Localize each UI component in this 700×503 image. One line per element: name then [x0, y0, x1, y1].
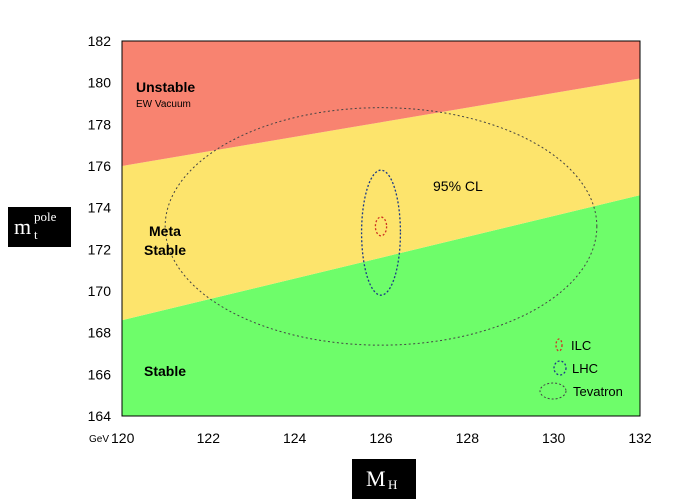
x-tick-label-128: 128 [456, 430, 480, 446]
y-label-sub: t [34, 227, 38, 242]
legend-swatch-lhc [553, 360, 567, 376]
ellipses [164, 107, 598, 346]
legend-label-lhc: LHC [572, 361, 598, 376]
x-label-main: M [366, 466, 386, 491]
x-tick-label-124: 124 [283, 430, 307, 446]
x-axis-unit: GeV [89, 434, 109, 445]
x-tick-label-130: 130 [542, 430, 566, 446]
region-metastable [122, 78, 640, 321]
annotation-95cl: 95% CL [433, 178, 483, 194]
x-axis: 120 122 124 126 128 130 132 GeV [89, 430, 652, 446]
y-tick-label-182: 182 [88, 33, 112, 49]
y-tick-label-176: 176 [88, 158, 112, 174]
region-unstable [122, 41, 640, 166]
legend-label-ilc: ILC [571, 338, 591, 353]
x-tick-label-132: 132 [628, 430, 652, 446]
label-metastable-line2: Stable [144, 242, 186, 258]
legend-label-tevatron: Tevatron [573, 384, 623, 399]
y-axis: 164 166 168 170 172 174 176 178 180 182 [88, 33, 112, 424]
legend-swatch-tevatron [539, 382, 567, 400]
ellipse-ilc [374, 216, 388, 237]
region-stable [122, 195, 640, 416]
y-tick-label-164: 164 [88, 408, 112, 424]
region-labels: Unstable EW Vacuum Meta Stable Stable 95… [136, 79, 483, 379]
y-tick-label-170: 170 [88, 283, 112, 299]
plot-frame [121, 40, 641, 417]
legend-swatch-ilc [555, 338, 563, 352]
y-label-main: m [14, 214, 32, 239]
x-tick-label-126: 126 [369, 430, 393, 446]
label-unstable-sub: EW Vacuum [136, 99, 191, 110]
y-tick-label-168: 168 [88, 325, 112, 341]
y-tick-label-172: 172 [88, 241, 112, 257]
x-tick-label-120: 120 [111, 430, 135, 446]
y-label-sup: pole [34, 209, 57, 224]
label-stable: Stable [144, 363, 186, 379]
x-tick-label-122: 122 [197, 430, 221, 446]
y-tick-label-166: 166 [88, 366, 112, 382]
y-tick-label-178: 178 [88, 116, 112, 132]
y-tick-label-180: 180 [88, 75, 112, 91]
label-metastable-line1: Meta [149, 223, 181, 239]
legend: ILC LHC Tevatron [539, 338, 623, 400]
plot-area [121, 40, 641, 417]
ellipse-lhc [360, 169, 402, 296]
ellipse-tevatron [164, 107, 598, 346]
x-label-sub: H [388, 477, 398, 492]
label-unstable: Unstable [136, 79, 195, 95]
x-axis-label: M H [352, 459, 416, 499]
y-axis-label: m pole t [8, 207, 71, 247]
y-tick-label-174: 174 [88, 200, 112, 216]
